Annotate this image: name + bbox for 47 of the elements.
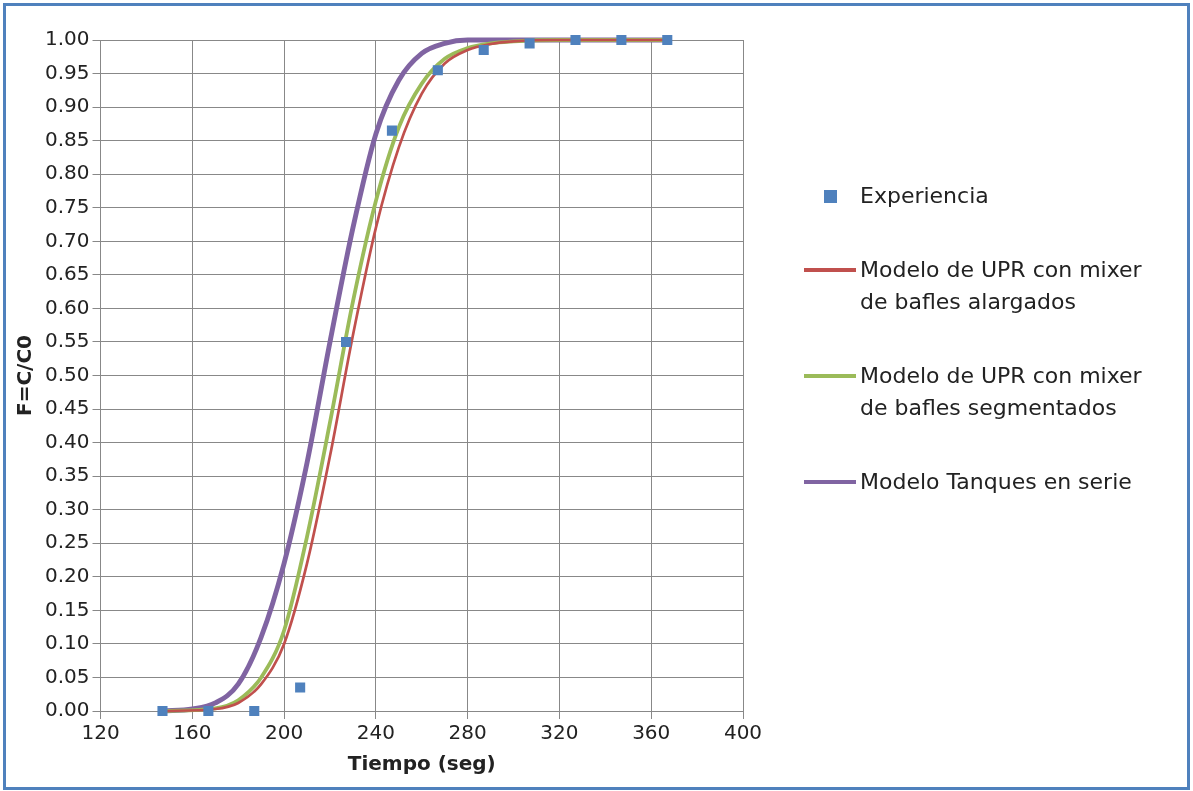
legend-label: Experiencia [860, 182, 989, 210]
y-tick-label: 0.05 [45, 663, 90, 688]
x-axis-title: Tiempo (seg) [347, 751, 496, 776]
point [203, 705, 214, 717]
y-tick-label: 0.85 [45, 126, 90, 151]
point [341, 336, 352, 347]
point [478, 45, 489, 56]
x-tick-label: 360 [632, 720, 671, 745]
x-tick-label: 400 [723, 720, 763, 745]
y-tick-label: 0.65 [45, 261, 90, 286]
y-tick-label: 0.90 [45, 93, 90, 118]
legend-label: Modelo de UPR con mixer de bafles segmentados [860, 362, 1143, 422]
y-tick-label: 0.20 [45, 563, 90, 587]
y-tick-label: 0.75 [45, 193, 90, 218]
x-tick-label: 120 [81, 720, 120, 745]
x-tick-label: 240 [356, 720, 395, 745]
y-tick-label: 0.50 [45, 361, 90, 386]
point [386, 125, 397, 136]
point [616, 34, 627, 46]
x-tick-label: 200 [265, 720, 304, 745]
point [432, 65, 443, 76]
point [157, 705, 168, 717]
point [662, 34, 673, 46]
x-tick-label: 160 [173, 720, 212, 745]
x-tick-label: 280 [448, 720, 487, 745]
y-tick-label: 0.80 [45, 160, 90, 185]
legend-label: Modelo Tanques en serie [860, 468, 1132, 496]
y-tick-label: 0.45 [45, 395, 90, 420]
y-tick-label: 0.70 [45, 227, 90, 252]
y-tick-label: 0.40 [45, 428, 90, 453]
y-tick-label: 0.35 [45, 462, 90, 487]
point [570, 34, 581, 46]
x-tick-label: 320 [540, 720, 579, 745]
y-tick-label: 0.25 [45, 529, 90, 554]
y-tick-label: 0.60 [45, 294, 90, 319]
y-tick-label: 0.30 [45, 495, 90, 520]
legend-label: Modelo de UPR con mixer de bafles alargados [860, 256, 1143, 316]
point [295, 682, 306, 693]
y-tick-label: 0.95 [45, 59, 90, 84]
point [524, 38, 535, 49]
y-tick-label: 0.55 [45, 328, 90, 353]
y-tick-label: 0.00 [45, 697, 90, 722]
y-tick-label: 0.10 [45, 630, 90, 655]
y-axis-title: F=C/C0 [12, 335, 37, 416]
y-tick-label: 0.15 [45, 596, 90, 621]
y-tick-label: 1.00 [45, 26, 90, 51]
point [249, 705, 260, 717]
